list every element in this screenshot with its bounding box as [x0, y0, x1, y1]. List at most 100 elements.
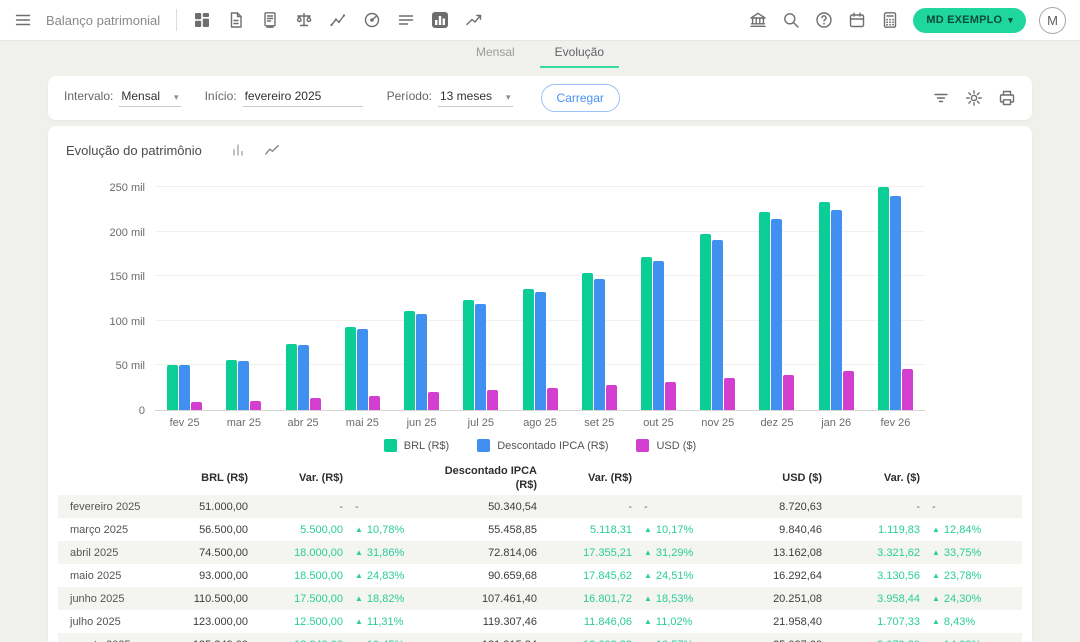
bar[interactable]: [463, 300, 474, 410]
value-cell: 131.915,84: [407, 639, 537, 642]
bar[interactable]: [831, 210, 842, 410]
bars-toggle-icon[interactable]: [230, 142, 246, 158]
action-icons: [749, 11, 899, 29]
calendar-icon[interactable]: [848, 11, 866, 29]
list-icon[interactable]: [397, 11, 415, 29]
bar-group-fev-26[interactable]: [866, 187, 925, 410]
y-axis: 050 mil100 mil150 mil200 mil250 mil: [48, 188, 155, 411]
bar[interactable]: [843, 371, 854, 410]
trend-line-icon[interactable]: [465, 11, 483, 29]
legend-label: Descontado IPCA (R$): [497, 440, 608, 452]
bar[interactable]: [606, 385, 617, 410]
search-icon[interactable]: [782, 11, 800, 29]
bar-chart-active-icon[interactable]: [431, 11, 449, 29]
reader-icon[interactable]: [261, 11, 279, 29]
bar[interactable]: [759, 212, 770, 411]
bar[interactable]: [819, 202, 830, 410]
bar[interactable]: [641, 257, 652, 410]
bar-group-out-25[interactable]: [629, 257, 688, 410]
bar[interactable]: [357, 329, 368, 410]
bar-group-set-25[interactable]: [570, 273, 629, 410]
period-select[interactable]: 13 meses ▾: [438, 89, 513, 107]
bar[interactable]: [712, 240, 723, 410]
row-month: junho 2025: [58, 593, 168, 605]
bar[interactable]: [594, 279, 605, 410]
bar[interactable]: [167, 365, 178, 411]
bank-icon[interactable]: [749, 11, 767, 29]
divider: [176, 9, 177, 31]
bar[interactable]: [310, 398, 321, 410]
bar-group-nov-25[interactable]: [688, 234, 747, 410]
bar[interactable]: [487, 390, 498, 410]
gauge-icon[interactable]: [363, 11, 381, 29]
row-month: maio 2025: [58, 570, 168, 582]
bar[interactable]: [700, 234, 711, 410]
avatar[interactable]: M: [1039, 7, 1066, 34]
bar[interactable]: [250, 401, 261, 410]
variation-percent-cell: ▲11,31%: [343, 616, 407, 628]
bar[interactable]: [345, 327, 356, 410]
bar[interactable]: [547, 388, 558, 410]
help-icon[interactable]: [815, 11, 833, 29]
variation-value-cell: 1.707,33: [822, 616, 920, 628]
calculator-icon[interactable]: [881, 11, 899, 29]
start-date-input[interactable]: [243, 89, 363, 107]
bar-group-abr-25[interactable]: [273, 344, 332, 411]
interval-select[interactable]: Mensal ▾: [119, 89, 180, 107]
scale-icon[interactable]: [295, 11, 313, 29]
bar[interactable]: [523, 289, 534, 410]
variation-value-cell: 5.118,31: [537, 524, 632, 536]
legend-item[interactable]: USD ($): [636, 439, 696, 452]
dashboard-icon[interactable]: [193, 11, 211, 29]
filter-list-icon[interactable]: [932, 89, 950, 107]
bar-group-fev-25[interactable]: [155, 365, 214, 411]
bar[interactable]: [582, 273, 593, 410]
bar[interactable]: [369, 396, 380, 411]
bar[interactable]: [724, 378, 735, 410]
load-button[interactable]: Carregar: [541, 84, 620, 112]
menu-icon[interactable]: [14, 10, 34, 30]
bar[interactable]: [404, 311, 415, 410]
bar[interactable]: [191, 402, 202, 410]
bar[interactable]: [783, 375, 794, 410]
bar[interactable]: [298, 345, 309, 410]
bar-group-jun-25[interactable]: [392, 311, 451, 410]
bar[interactable]: [238, 361, 249, 411]
variation-percent-cell: -: [343, 501, 407, 513]
bar[interactable]: [771, 219, 782, 410]
tab-mensal[interactable]: Mensal: [461, 40, 530, 68]
bar[interactable]: [878, 187, 889, 410]
account-button[interactable]: MD EXEMPLO ▾: [913, 8, 1026, 33]
account-label: MD EXEMPLO: [926, 14, 1002, 26]
arrow-up-icon: ▲: [644, 571, 652, 580]
value-cell: 119.307,46: [407, 616, 537, 628]
bar[interactable]: [890, 196, 901, 410]
settings-icon[interactable]: [965, 89, 983, 107]
tab-evolucao[interactable]: Evolução: [540, 40, 619, 68]
bar[interactable]: [416, 314, 427, 410]
line-toggle-icon[interactable]: [264, 142, 280, 158]
bar-group-ago-25[interactable]: [510, 289, 569, 410]
bar[interactable]: [475, 304, 486, 410]
bar[interactable]: [653, 261, 664, 410]
legend-swatch: [477, 439, 490, 452]
bar[interactable]: [286, 344, 297, 411]
bar-group-mar-25[interactable]: [214, 360, 273, 410]
bar[interactable]: [428, 392, 439, 410]
bar[interactable]: [665, 382, 676, 410]
bar-group-jul-25[interactable]: [451, 300, 510, 410]
bar[interactable]: [226, 360, 237, 410]
print-icon[interactable]: [998, 89, 1016, 107]
legend-item[interactable]: Descontado IPCA (R$): [477, 439, 608, 452]
bar-group-dez-25[interactable]: [747, 212, 806, 411]
legend-item[interactable]: BRL (R$): [384, 439, 449, 452]
bar[interactable]: [179, 365, 190, 410]
bar-group-jan-26[interactable]: [807, 202, 866, 410]
period-group: Período: 13 meses ▾: [387, 89, 513, 107]
bar-group-mai-25[interactable]: [333, 327, 392, 410]
bar[interactable]: [902, 369, 913, 410]
scatter-chart-icon[interactable]: [329, 11, 347, 29]
document-icon[interactable]: [227, 11, 245, 29]
value-cell: 135.849,00: [168, 639, 248, 642]
bar[interactable]: [535, 292, 546, 410]
